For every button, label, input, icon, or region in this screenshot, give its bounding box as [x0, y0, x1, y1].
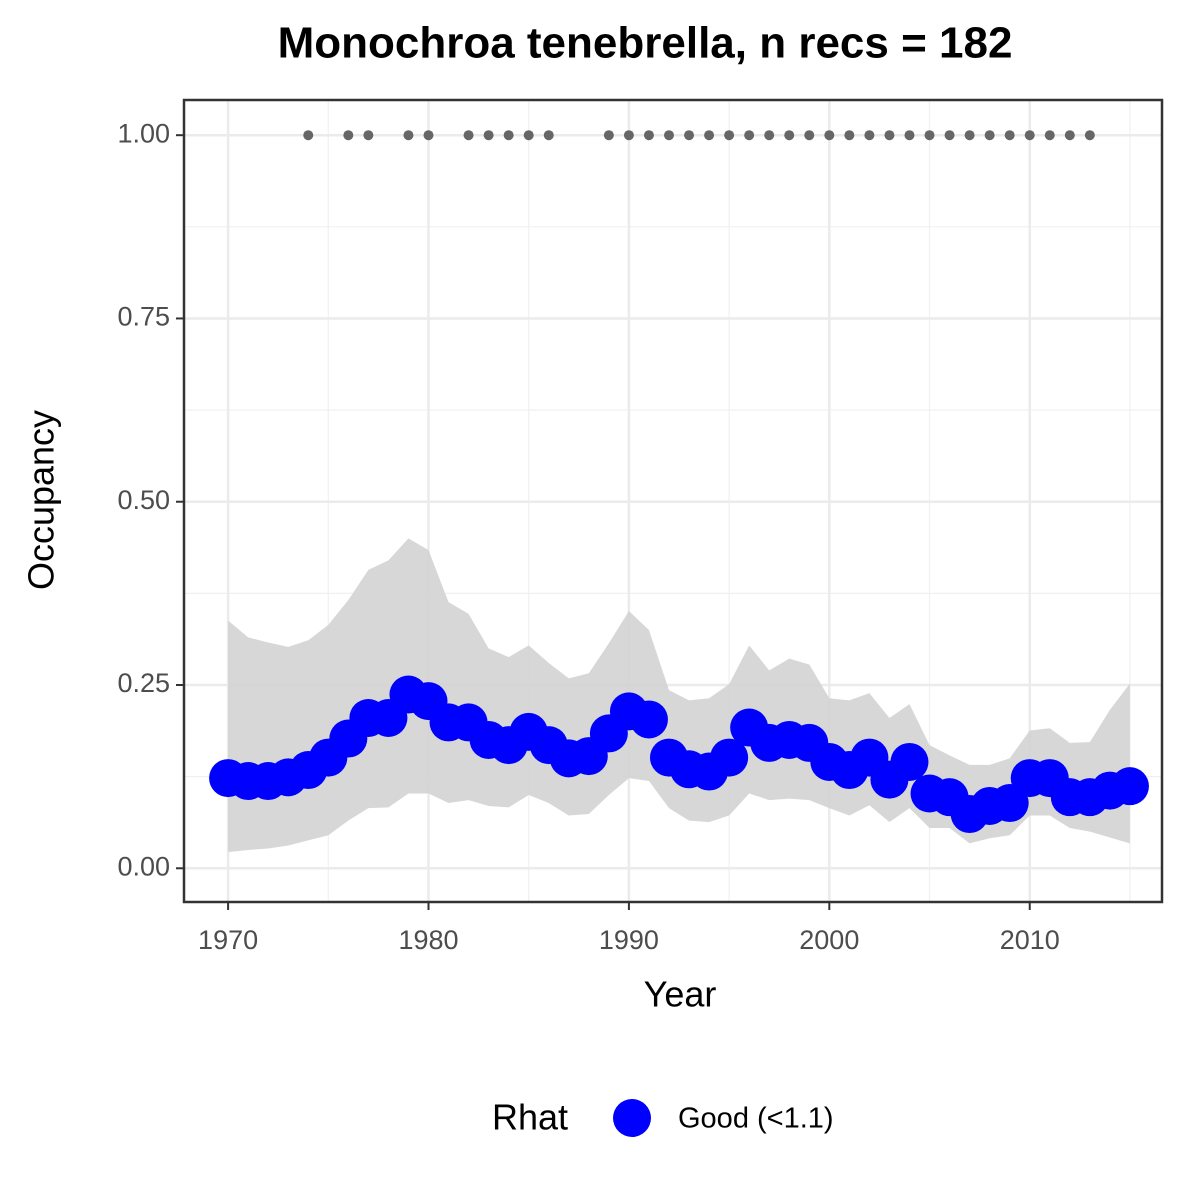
record-point: [1044, 130, 1055, 141]
y-tick-label: 1.00: [117, 118, 170, 148]
x-axis-label: Year: [644, 974, 717, 1015]
record-point: [463, 130, 474, 141]
record-point: [1064, 130, 1075, 141]
occupancy-point: [890, 742, 929, 781]
record-point: [984, 130, 995, 141]
x-tick-label: 2010: [1000, 925, 1060, 955]
record-point: [704, 130, 715, 141]
record-point: [363, 130, 374, 141]
record-point: [423, 130, 434, 141]
record-point: [784, 130, 795, 141]
record-point: [824, 130, 835, 141]
record-point: [1024, 130, 1035, 141]
record-point: [403, 130, 414, 141]
legend-title: Rhat: [492, 1097, 568, 1138]
record-point: [804, 130, 815, 141]
record-point: [483, 130, 494, 141]
record-point: [503, 130, 514, 141]
record-point: [724, 130, 735, 141]
panel-border: [182, 98, 1164, 904]
record-point: [764, 130, 775, 141]
x-tick-label: 1990: [599, 925, 659, 955]
record-point: [663, 130, 674, 141]
record-point: [1084, 130, 1095, 141]
record-point: [523, 130, 534, 141]
record-point: [904, 130, 915, 141]
occupancy-point: [629, 700, 668, 739]
occupancy-point: [1110, 767, 1149, 806]
y-tick-label: 0.75: [117, 302, 170, 332]
record-point: [643, 130, 654, 141]
record-point: [864, 130, 875, 141]
legend-label: Good (<1.1): [678, 1103, 834, 1135]
record-point: [944, 130, 955, 141]
y-axis-label: Occupancy: [21, 410, 62, 590]
record-point: [844, 130, 855, 141]
record-point: [884, 130, 895, 141]
record-point: [1004, 130, 1015, 141]
legend-swatch: [613, 1099, 651, 1137]
record-point: [924, 130, 935, 141]
y-tick-label: 0.00: [117, 851, 170, 881]
record-point: [543, 130, 554, 141]
record-point: [623, 130, 634, 141]
record-point: [744, 130, 755, 141]
x-tick-label: 2000: [799, 925, 859, 955]
x-tick-label: 1980: [398, 925, 458, 955]
chart-title: Monochroa tenebrella, n recs = 182: [278, 19, 1013, 68]
y-tick-label: 0.25: [117, 668, 170, 698]
occupancy-point: [710, 738, 749, 777]
record-point: [684, 130, 695, 141]
x-tick-label: 1970: [198, 925, 258, 955]
y-tick-label: 0.50: [117, 485, 170, 515]
record-point: [603, 130, 614, 141]
record-point: [964, 130, 975, 141]
record-point: [303, 130, 314, 141]
record-point: [343, 130, 354, 141]
